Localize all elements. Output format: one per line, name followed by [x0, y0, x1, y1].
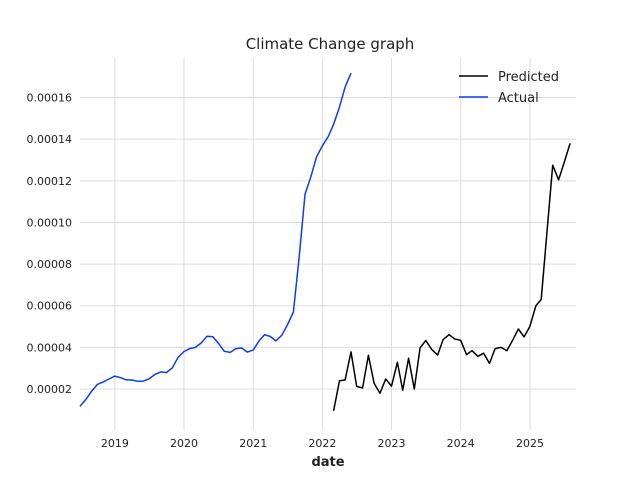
y-tick-label: 0.00010 — [27, 216, 73, 229]
series-line-predicted — [332, 143, 571, 411]
grid — [80, 58, 576, 430]
legend-label-actual: Actual — [498, 91, 539, 106]
legend: Predicted Actual — [459, 70, 559, 106]
x-tick-label: 2022 — [308, 437, 336, 450]
x-tick-label: 2023 — [378, 437, 406, 450]
y-axis-ticks: 0.00002 0.00004 0.00006 0.00008 0.00010 0.000… — [27, 92, 73, 396]
x-tick-label: 2020 — [170, 437, 198, 450]
y-tick-label: 0.00014 — [27, 133, 73, 146]
y-tick-label: 0.00004 — [27, 341, 73, 354]
legend-label-predicted: Predicted — [498, 70, 559, 85]
x-tick-label: 2021 — [239, 437, 267, 450]
y-tick-label: 0.00002 — [27, 383, 73, 396]
y-tick-label: 0.00008 — [27, 258, 73, 271]
x-tick-label: 2019 — [101, 437, 129, 450]
series-line-actual — [79, 72, 352, 407]
y-tick-label: 0.00016 — [27, 92, 73, 105]
y-tick-label: 0.00012 — [27, 175, 73, 188]
x-axis-label: date — [311, 455, 344, 470]
chart-title: Climate Change graph — [246, 35, 415, 53]
x-tick-label: 2025 — [516, 437, 544, 450]
x-tick-label: 2024 — [447, 437, 475, 450]
x-axis-ticks: 2019 2020 2021 2022 2023 2024 2025 — [101, 437, 544, 450]
y-tick-label: 0.00006 — [27, 300, 73, 313]
series-layer — [79, 72, 571, 411]
